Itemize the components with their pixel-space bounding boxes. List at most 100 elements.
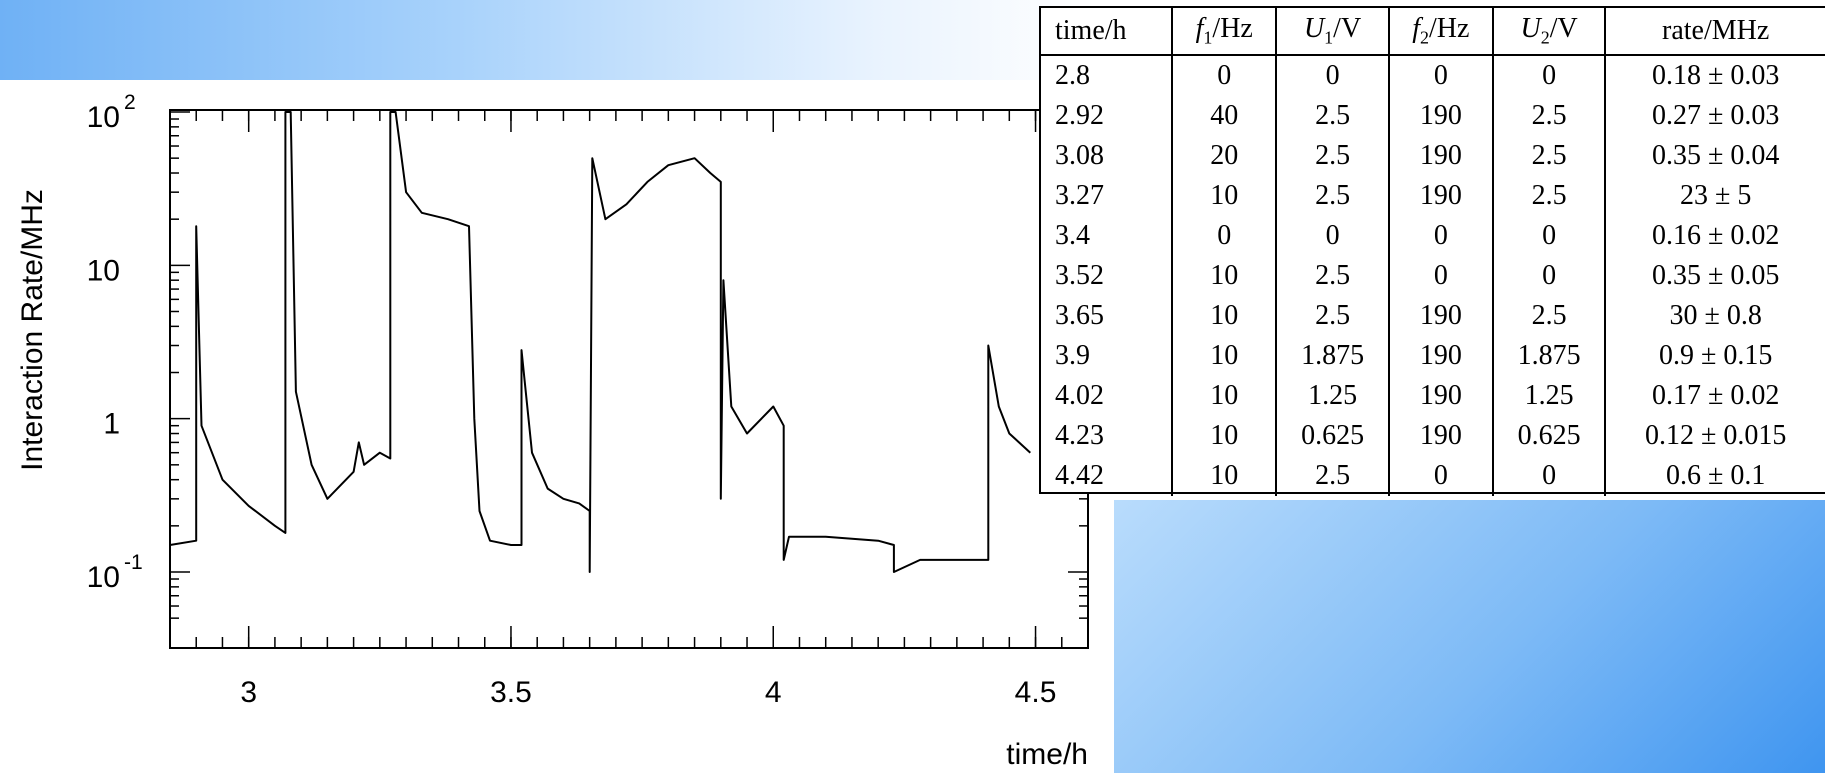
table-cell: 0.9 ± 0.15 [1604, 336, 1825, 376]
corner-gradient-panel [1114, 500, 1825, 773]
x-tick-label: 4 [765, 676, 782, 709]
table-cell: 190 [1387, 136, 1494, 176]
header-subscript: 1 [1203, 27, 1213, 48]
y-axis-title: Interaction Rate/MHz [16, 189, 49, 471]
table-header-row: time/h f1/Hz U1/V f2/Hz U2/V rate/MHz [1041, 8, 1825, 56]
table-cell: 0 [1492, 256, 1606, 296]
table-cell: 1.875 [1275, 336, 1389, 376]
table-cell: 190 [1387, 416, 1494, 456]
y-tick-exponent: 2 [124, 91, 136, 114]
header-subscript: 1 [1324, 27, 1334, 48]
series-line [169, 111, 1031, 573]
table-cell: 10 [1171, 416, 1277, 456]
table-cell: 0 [1387, 55, 1494, 96]
y-tick-exponent: -1 [124, 551, 143, 574]
x-tick-label: 3.5 [490, 676, 532, 709]
table-cell: 0.35 ± 0.04 [1604, 136, 1825, 176]
table-cell: 0 [1387, 456, 1494, 496]
table-cell: 0 [1275, 216, 1389, 256]
table-cell: 2.5 [1492, 296, 1606, 336]
table-cell: 0 [1387, 256, 1494, 296]
header-subscript: 2 [1420, 27, 1430, 48]
y-tick-label: 10 [87, 101, 120, 134]
table-cell: 2.5 [1275, 296, 1389, 336]
header-unit: /V [1333, 13, 1362, 45]
header-variable: f [1195, 13, 1204, 45]
table-cell: 2.5 [1492, 96, 1606, 136]
table-cell: 2.8 [1055, 60, 1090, 91]
table-cell: 0 [1492, 216, 1606, 256]
table-row: 3.52 10 2.5 0 0 0.35 ± 0.05 [1041, 256, 1825, 296]
table-cell: 190 [1387, 376, 1494, 416]
table-row: 3.4 0 0 0 0 0.16 ± 0.02 [1041, 216, 1825, 256]
table-cell: 20 [1171, 136, 1277, 176]
table-cell: 3.65 [1055, 300, 1104, 331]
table-cell: 2.5 [1275, 456, 1389, 496]
table-cell: 2.5 [1275, 136, 1389, 176]
table-cell: 0.625 [1492, 416, 1606, 456]
table-cell: 2.5 [1492, 176, 1606, 216]
table-row: 3.9 10 1.875 190 1.875 0.9 ± 0.15 [1041, 336, 1825, 376]
table-cell: 2.5 [1275, 96, 1389, 136]
table-cell: 190 [1387, 296, 1494, 336]
table-cell: 10 [1171, 176, 1277, 216]
table-row: 4.23 10 0.625 190 0.625 0.12 ± 0.015 [1041, 416, 1825, 456]
table-header-cell: time/h [1041, 8, 1173, 56]
table-cell: 0.6 ± 0.1 [1604, 456, 1825, 496]
table-cell: 4.42 [1055, 460, 1104, 491]
table-cell: 0 [1171, 216, 1277, 256]
header-variable: U [1303, 13, 1325, 45]
table-cell: 190 [1387, 176, 1494, 216]
header-variable: U [1520, 13, 1541, 45]
header-unit: /Hz [1429, 13, 1470, 45]
parameter-table-panel: time/h f1/Hz U1/V f2/Hz U2/V rate/MHz 2.8 0 0 0 0… [1039, 6, 1825, 496]
y-tick-label: 10 [87, 254, 120, 287]
table-cell: 0 [1492, 456, 1606, 496]
table-row: 3.08 20 2.5 190 2.5 0.35 ± 0.04 [1041, 136, 1825, 176]
table-header-cell: U2/V [1492, 8, 1606, 56]
y-tick-label: 1 [103, 408, 120, 441]
header-unit: /Hz [1212, 13, 1253, 45]
table-cell: 0 [1387, 216, 1494, 256]
table-header-cell: rate/MHz [1604, 8, 1825, 56]
table-cell: 40 [1171, 96, 1277, 136]
table-cell: 0 [1275, 55, 1389, 96]
table-cell: 10 [1171, 336, 1277, 376]
table-row: 3.65 10 2.5 190 2.5 30 ± 0.8 [1041, 296, 1825, 336]
table-cell: 0 [1492, 55, 1606, 96]
x-tick-label: 3 [240, 676, 257, 709]
x-tick-labels: 3 3.5 4 4.5 [240, 676, 1056, 709]
plot-frame [169, 109, 1089, 649]
table-cell: 10 [1171, 256, 1277, 296]
table-cell: 2.92 [1055, 100, 1104, 131]
table-cell: 10 [1171, 456, 1277, 496]
table-cell: 0.12 ± 0.015 [1604, 416, 1825, 456]
header-unit: /V [1549, 13, 1578, 45]
table-cell: 1.25 [1492, 376, 1606, 416]
table-header-cell: U1/V [1275, 8, 1389, 56]
major-ticks [170, 110, 1088, 648]
table-row: 4.02 10 1.25 190 1.25 0.17 ± 0.02 [1041, 376, 1825, 416]
table-body: 2.8 0 0 0 0 0.18 ± 0.03 2.92 40 2.5 190 2.5 0.27 ± … [1041, 55, 1825, 496]
table-cell: 0.35 ± 0.05 [1604, 256, 1825, 296]
table-cell: 3.52 [1055, 260, 1104, 291]
table-cell: 23 ± 5 [1604, 176, 1825, 216]
table-row: 3.27 10 2.5 190 2.5 23 ± 5 [1041, 176, 1825, 216]
table-cell: 4.23 [1055, 420, 1104, 451]
table-header-cell: f2/Hz [1387, 8, 1494, 56]
table-cell: 190 [1387, 96, 1494, 136]
parameter-table: time/h f1/Hz U1/V f2/Hz U2/V rate/MHz 2.8 0 0 0 0… [1041, 8, 1825, 496]
table-cell: 10 [1171, 296, 1277, 336]
table-cell: 0.16 ± 0.02 [1604, 216, 1825, 256]
table-cell: 0 [1171, 55, 1277, 96]
table-cell: 3.9 [1055, 340, 1090, 371]
table-header-cell: f1/Hz [1171, 8, 1277, 56]
table-cell: 10 [1171, 376, 1277, 416]
table-cell: 0.18 ± 0.03 [1604, 55, 1825, 96]
table-cell: 2.5 [1492, 136, 1606, 176]
header-variable: f [1412, 13, 1421, 45]
table-cell: 1.25 [1275, 376, 1389, 416]
header-subscript: 2 [1540, 27, 1550, 48]
